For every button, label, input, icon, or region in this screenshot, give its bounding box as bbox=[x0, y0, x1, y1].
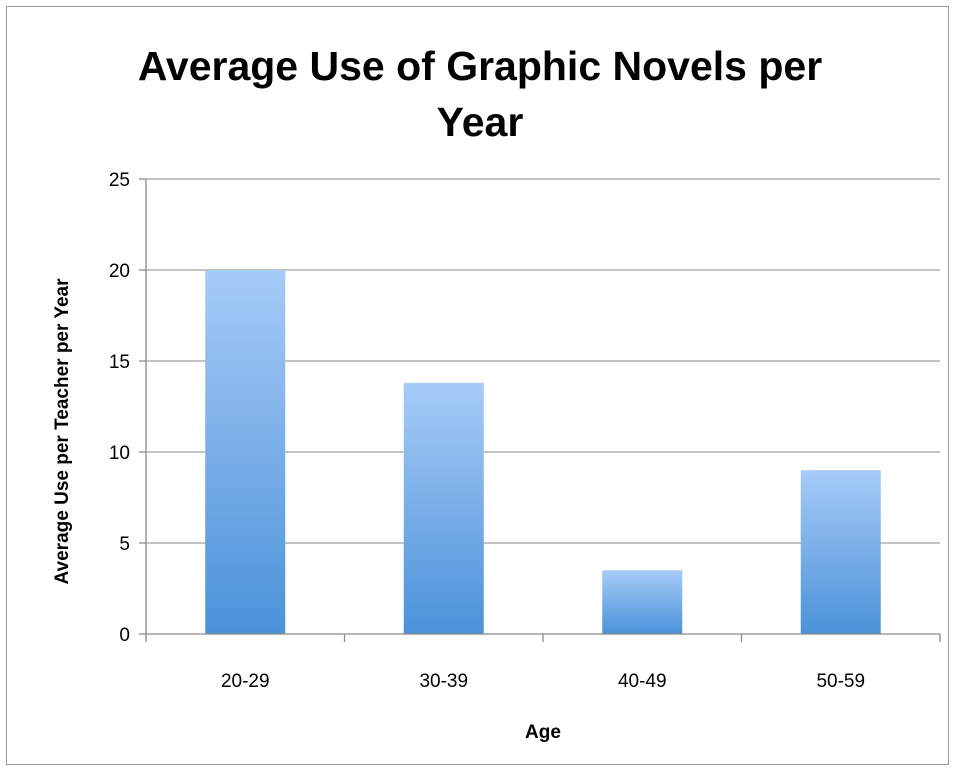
x-axis-label: Age bbox=[525, 722, 561, 743]
bar-20-29 bbox=[205, 270, 286, 634]
y-tick-label: 0 bbox=[119, 625, 130, 646]
x-tick-label: 30-39 bbox=[419, 671, 468, 692]
axes bbox=[145, 179, 941, 642]
y-tick-label: 25 bbox=[109, 170, 130, 191]
x-tick-label: 40-49 bbox=[618, 671, 667, 692]
y-axis-label: Average Use per Teacher per Year bbox=[52, 278, 73, 585]
x-tick-label: 50-59 bbox=[816, 671, 865, 692]
bar-30-39 bbox=[403, 382, 484, 634]
bar-40-49 bbox=[602, 570, 683, 634]
chart-title: Average Use of Graphic Novels per Year bbox=[137, 43, 823, 145]
y-tick-label: 5 bbox=[119, 534, 130, 555]
y-tick-label: 20 bbox=[109, 261, 130, 282]
y-tick-label: 10 bbox=[109, 443, 130, 464]
y-tick-labels: 0 5 10 15 20 25 bbox=[109, 170, 130, 646]
x-tick-labels: 20-29 30-39 40-49 50-59 bbox=[221, 671, 865, 692]
y-tick-label: 15 bbox=[109, 352, 130, 373]
bar-50-59 bbox=[800, 470, 881, 634]
bars bbox=[205, 270, 881, 634]
x-tick-label: 20-29 bbox=[221, 671, 270, 692]
